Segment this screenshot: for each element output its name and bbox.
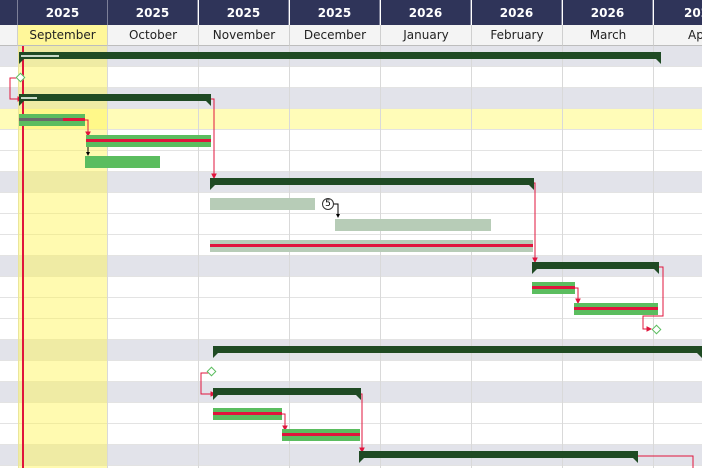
year-cell: 2025 xyxy=(199,0,289,25)
month-cell-march[interactable]: March xyxy=(563,25,654,46)
task-bar[interactable] xyxy=(574,303,658,315)
critical-path-line xyxy=(532,286,575,289)
year-cell-partial xyxy=(0,0,18,25)
summary-progress xyxy=(21,55,59,57)
grid-line xyxy=(289,46,290,468)
month-cell-october[interactable]: October xyxy=(108,25,199,46)
grid-line xyxy=(107,46,108,468)
gantt-row[interactable] xyxy=(0,403,702,424)
summary-bar[interactable] xyxy=(19,52,661,64)
gantt-row[interactable] xyxy=(0,424,702,445)
task-bar[interactable] xyxy=(19,114,85,126)
gantt-row[interactable] xyxy=(0,130,702,151)
month-cell-february[interactable]: February xyxy=(472,25,563,46)
gantt-row[interactable] xyxy=(0,193,702,214)
summary-bar[interactable] xyxy=(213,388,361,400)
gantt-row-summary[interactable] xyxy=(0,88,702,109)
year-cell: 2026 xyxy=(381,0,471,25)
grid-line xyxy=(653,46,654,468)
year-cell: 2025 xyxy=(290,0,380,25)
gantt-row[interactable] xyxy=(0,67,702,88)
critical-path-line xyxy=(282,433,360,436)
gantt-row-selected[interactable] xyxy=(0,109,702,130)
summary-progress xyxy=(21,97,37,99)
grid-line xyxy=(18,46,19,468)
month-cell-partial xyxy=(0,25,18,46)
task-bar[interactable] xyxy=(213,408,282,420)
gantt-row[interactable] xyxy=(0,151,702,172)
critical-path-line xyxy=(210,244,533,247)
summary-bar[interactable] xyxy=(210,178,534,190)
critical-path-line xyxy=(213,412,282,415)
gantt-row[interactable] xyxy=(0,235,702,256)
critical-path-line xyxy=(86,139,211,142)
month-cell-september[interactable]: September xyxy=(18,25,108,46)
month-cell-november[interactable]: November xyxy=(199,25,290,46)
summary-bar[interactable] xyxy=(213,346,702,358)
task-bar-planned[interactable] xyxy=(210,240,533,252)
critical-path-line xyxy=(574,307,658,310)
gantt-row-summary[interactable] xyxy=(0,256,702,277)
lag-badge: 5 xyxy=(322,198,334,210)
summary-bar[interactable] xyxy=(532,262,659,274)
grid-line xyxy=(562,46,563,468)
task-bar[interactable] xyxy=(85,156,160,168)
summary-bar[interactable] xyxy=(359,451,638,463)
year-cell: 2026 xyxy=(472,0,562,25)
gantt-row-summary[interactable] xyxy=(0,445,702,466)
task-bar[interactable] xyxy=(532,282,575,294)
month-cell-december[interactable]: December xyxy=(290,25,381,46)
gantt-row[interactable] xyxy=(0,214,702,235)
gantt-row[interactable] xyxy=(0,361,702,382)
year-cell: 202 xyxy=(654,0,702,25)
today-marker xyxy=(22,46,24,468)
month-cell-april[interactable]: Ap xyxy=(654,25,702,46)
task-bar-planned[interactable] xyxy=(335,219,491,231)
year-cell: 2026 xyxy=(563,0,653,25)
summary-bar[interactable] xyxy=(19,94,211,106)
gantt-row[interactable] xyxy=(0,298,702,319)
gantt-row[interactable] xyxy=(0,277,702,298)
month-cell-january[interactable]: January xyxy=(381,25,472,46)
year-cell: 2025 xyxy=(18,0,108,25)
task-bar[interactable] xyxy=(86,135,211,147)
year-cell: 2025 xyxy=(108,0,198,25)
task-bar-planned[interactable] xyxy=(210,198,315,210)
task-progress xyxy=(19,118,63,121)
gantt-row[interactable] xyxy=(0,319,702,340)
grid-line xyxy=(198,46,199,468)
task-bar[interactable] xyxy=(282,429,360,441)
grid-line xyxy=(471,46,472,468)
grid-line xyxy=(380,46,381,468)
